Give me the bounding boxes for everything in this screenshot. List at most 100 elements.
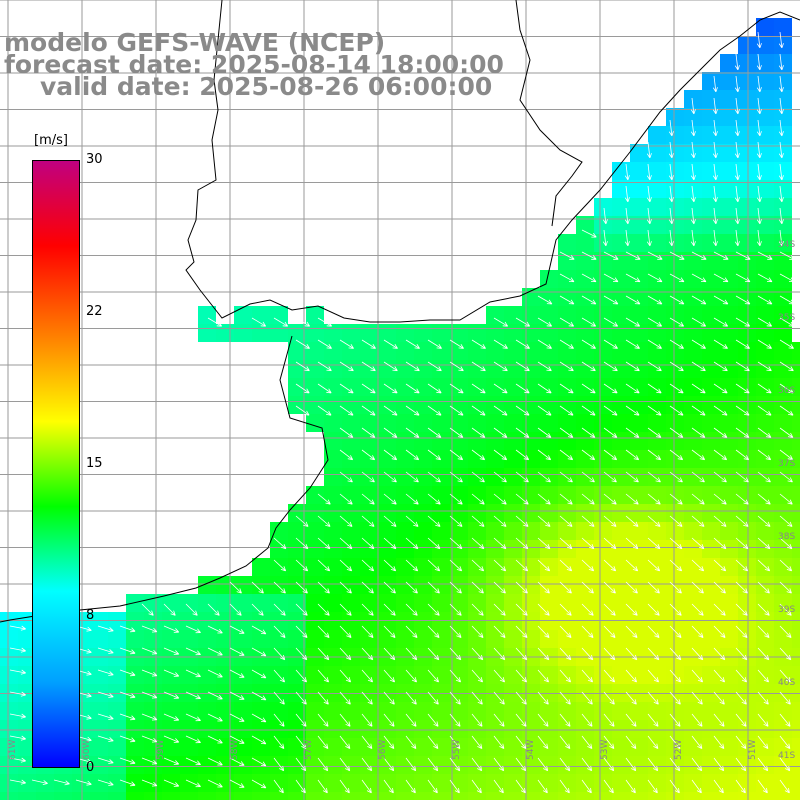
- wind-arrow-icon: [339, 405, 354, 416]
- wind-arrow-icon: [185, 735, 201, 744]
- wind-speed-cell: [486, 468, 504, 486]
- wind-arrow-icon: [119, 691, 136, 699]
- wind-speed-cell: [612, 252, 630, 270]
- wind-arrow-icon: [713, 713, 725, 727]
- wind-speed-cell: [414, 774, 432, 792]
- wind-arrow-icon: [9, 647, 26, 653]
- wind-speed-cell: [684, 558, 702, 576]
- wind-arrow-icon: [317, 405, 332, 416]
- wind-arrow-icon: [97, 691, 114, 698]
- wind-speed-cell: [684, 324, 702, 342]
- wind-arrow-icon: [668, 141, 674, 159]
- wind-arrow-icon: [493, 757, 505, 772]
- wind-arrow-icon: [339, 449, 354, 461]
- wind-arrow-icon: [251, 603, 264, 616]
- wind-speed-cell: [144, 594, 162, 612]
- wind-speed-cell: [558, 504, 576, 522]
- wind-speed-cell: [576, 756, 594, 774]
- wind-arrow-icon: [735, 757, 747, 772]
- wind-speed-cell: [450, 432, 468, 450]
- wind-speed-cell: [792, 414, 800, 432]
- wind-speed-cell: [684, 270, 702, 288]
- wind-speed-cell: [54, 774, 72, 792]
- wind-speed-cell: [90, 630, 108, 648]
- wind-arrow-icon: [757, 361, 772, 372]
- wind-speed-cell: [666, 558, 684, 576]
- wind-arrow-icon: [9, 757, 26, 763]
- wind-speed-cell: [738, 36, 756, 54]
- wind-arrow-icon: [295, 669, 307, 683]
- wind-speed-cell: [486, 378, 504, 396]
- wind-speed-cell: [522, 468, 540, 486]
- wind-speed-cell: [738, 198, 756, 216]
- wind-arrow-icon: [427, 779, 438, 794]
- wind-speed-cell: [558, 432, 576, 450]
- wind-arrow-icon: [625, 625, 638, 638]
- wind-arrow-icon: [734, 185, 740, 203]
- wind-speed-cell: [720, 450, 738, 468]
- wind-speed-cell: [738, 576, 756, 594]
- wind-speed-cell: [612, 234, 630, 252]
- wind-speed-cell: [594, 558, 612, 576]
- wind-arrow-icon: [581, 405, 596, 416]
- wind-speed-cell: [792, 756, 800, 774]
- wind-arrow-icon: [757, 515, 771, 527]
- wind-arrow-icon: [405, 449, 420, 461]
- wind-speed-cell: [666, 702, 684, 720]
- wind-arrow-icon: [449, 713, 461, 727]
- wind-arrow-icon: [691, 779, 702, 794]
- wind-arrow-icon: [581, 229, 597, 238]
- wind-speed-cell: [252, 702, 270, 720]
- wind-speed-cell: [558, 792, 576, 800]
- wind-arrow-icon: [603, 537, 617, 550]
- wind-arrow-icon: [295, 735, 307, 749]
- wind-speed-cell: [648, 468, 666, 486]
- wind-speed-cell: [162, 666, 180, 684]
- wind-speed-cell: [324, 360, 342, 378]
- wind-speed-cell: [432, 522, 450, 540]
- wind-speed-cell: [504, 558, 522, 576]
- wind-speed-cell: [288, 378, 306, 396]
- wind-arrow-icon: [163, 669, 180, 677]
- wind-speed-cell: [774, 702, 792, 720]
- wind-arrow-icon: [471, 691, 483, 705]
- wind-speed-cell: [612, 576, 630, 594]
- wind-speed-cell: [756, 144, 774, 162]
- wind-speed-cell: [612, 522, 630, 540]
- wind-arrow-icon: [647, 537, 661, 550]
- wind-speed-cell: [504, 594, 522, 612]
- wind-speed-cell: [576, 666, 594, 684]
- wind-arrow-icon: [229, 757, 245, 766]
- wind-speed-cell: [486, 792, 504, 800]
- wind-arrow-icon: [713, 273, 729, 283]
- wind-arrow-icon: [779, 515, 793, 527]
- wind-speed-cell: [450, 792, 468, 800]
- wind-arrow-icon: [647, 471, 661, 483]
- wind-speed-cell: [522, 378, 540, 396]
- wind-speed-cell: [378, 378, 396, 396]
- wind-speed-cell: [162, 630, 180, 648]
- wind-arrow-icon: [361, 339, 376, 349]
- wind-arrow-icon: [581, 537, 595, 550]
- wind-arrow-icon: [757, 581, 770, 594]
- wind-speed-cell: [540, 270, 558, 288]
- wind-arrow-icon: [537, 295, 553, 305]
- wind-speed-cell: [666, 288, 684, 306]
- wind-arrow-icon: [295, 405, 310, 416]
- wind-speed-cell: [720, 270, 738, 288]
- wind-speed-cell: [756, 252, 774, 270]
- wind-speed-cell: [378, 450, 396, 468]
- wind-speed-cell: [684, 90, 702, 108]
- wind-arrow-icon: [603, 735, 615, 749]
- wind-speed-cell: [612, 270, 630, 288]
- wind-speed-cell: [738, 54, 756, 72]
- wind-arrow-icon: [207, 779, 223, 788]
- wind-arrow-icon: [690, 207, 696, 225]
- wind-arrow-icon: [537, 383, 552, 394]
- wind-arrow-icon: [515, 471, 529, 483]
- wind-arrow-icon: [779, 757, 791, 772]
- wind-speed-cell: [702, 252, 720, 270]
- wind-arrow-icon: [537, 625, 550, 638]
- wind-arrow-icon: [603, 515, 617, 527]
- wind-arrow-icon: [712, 75, 718, 93]
